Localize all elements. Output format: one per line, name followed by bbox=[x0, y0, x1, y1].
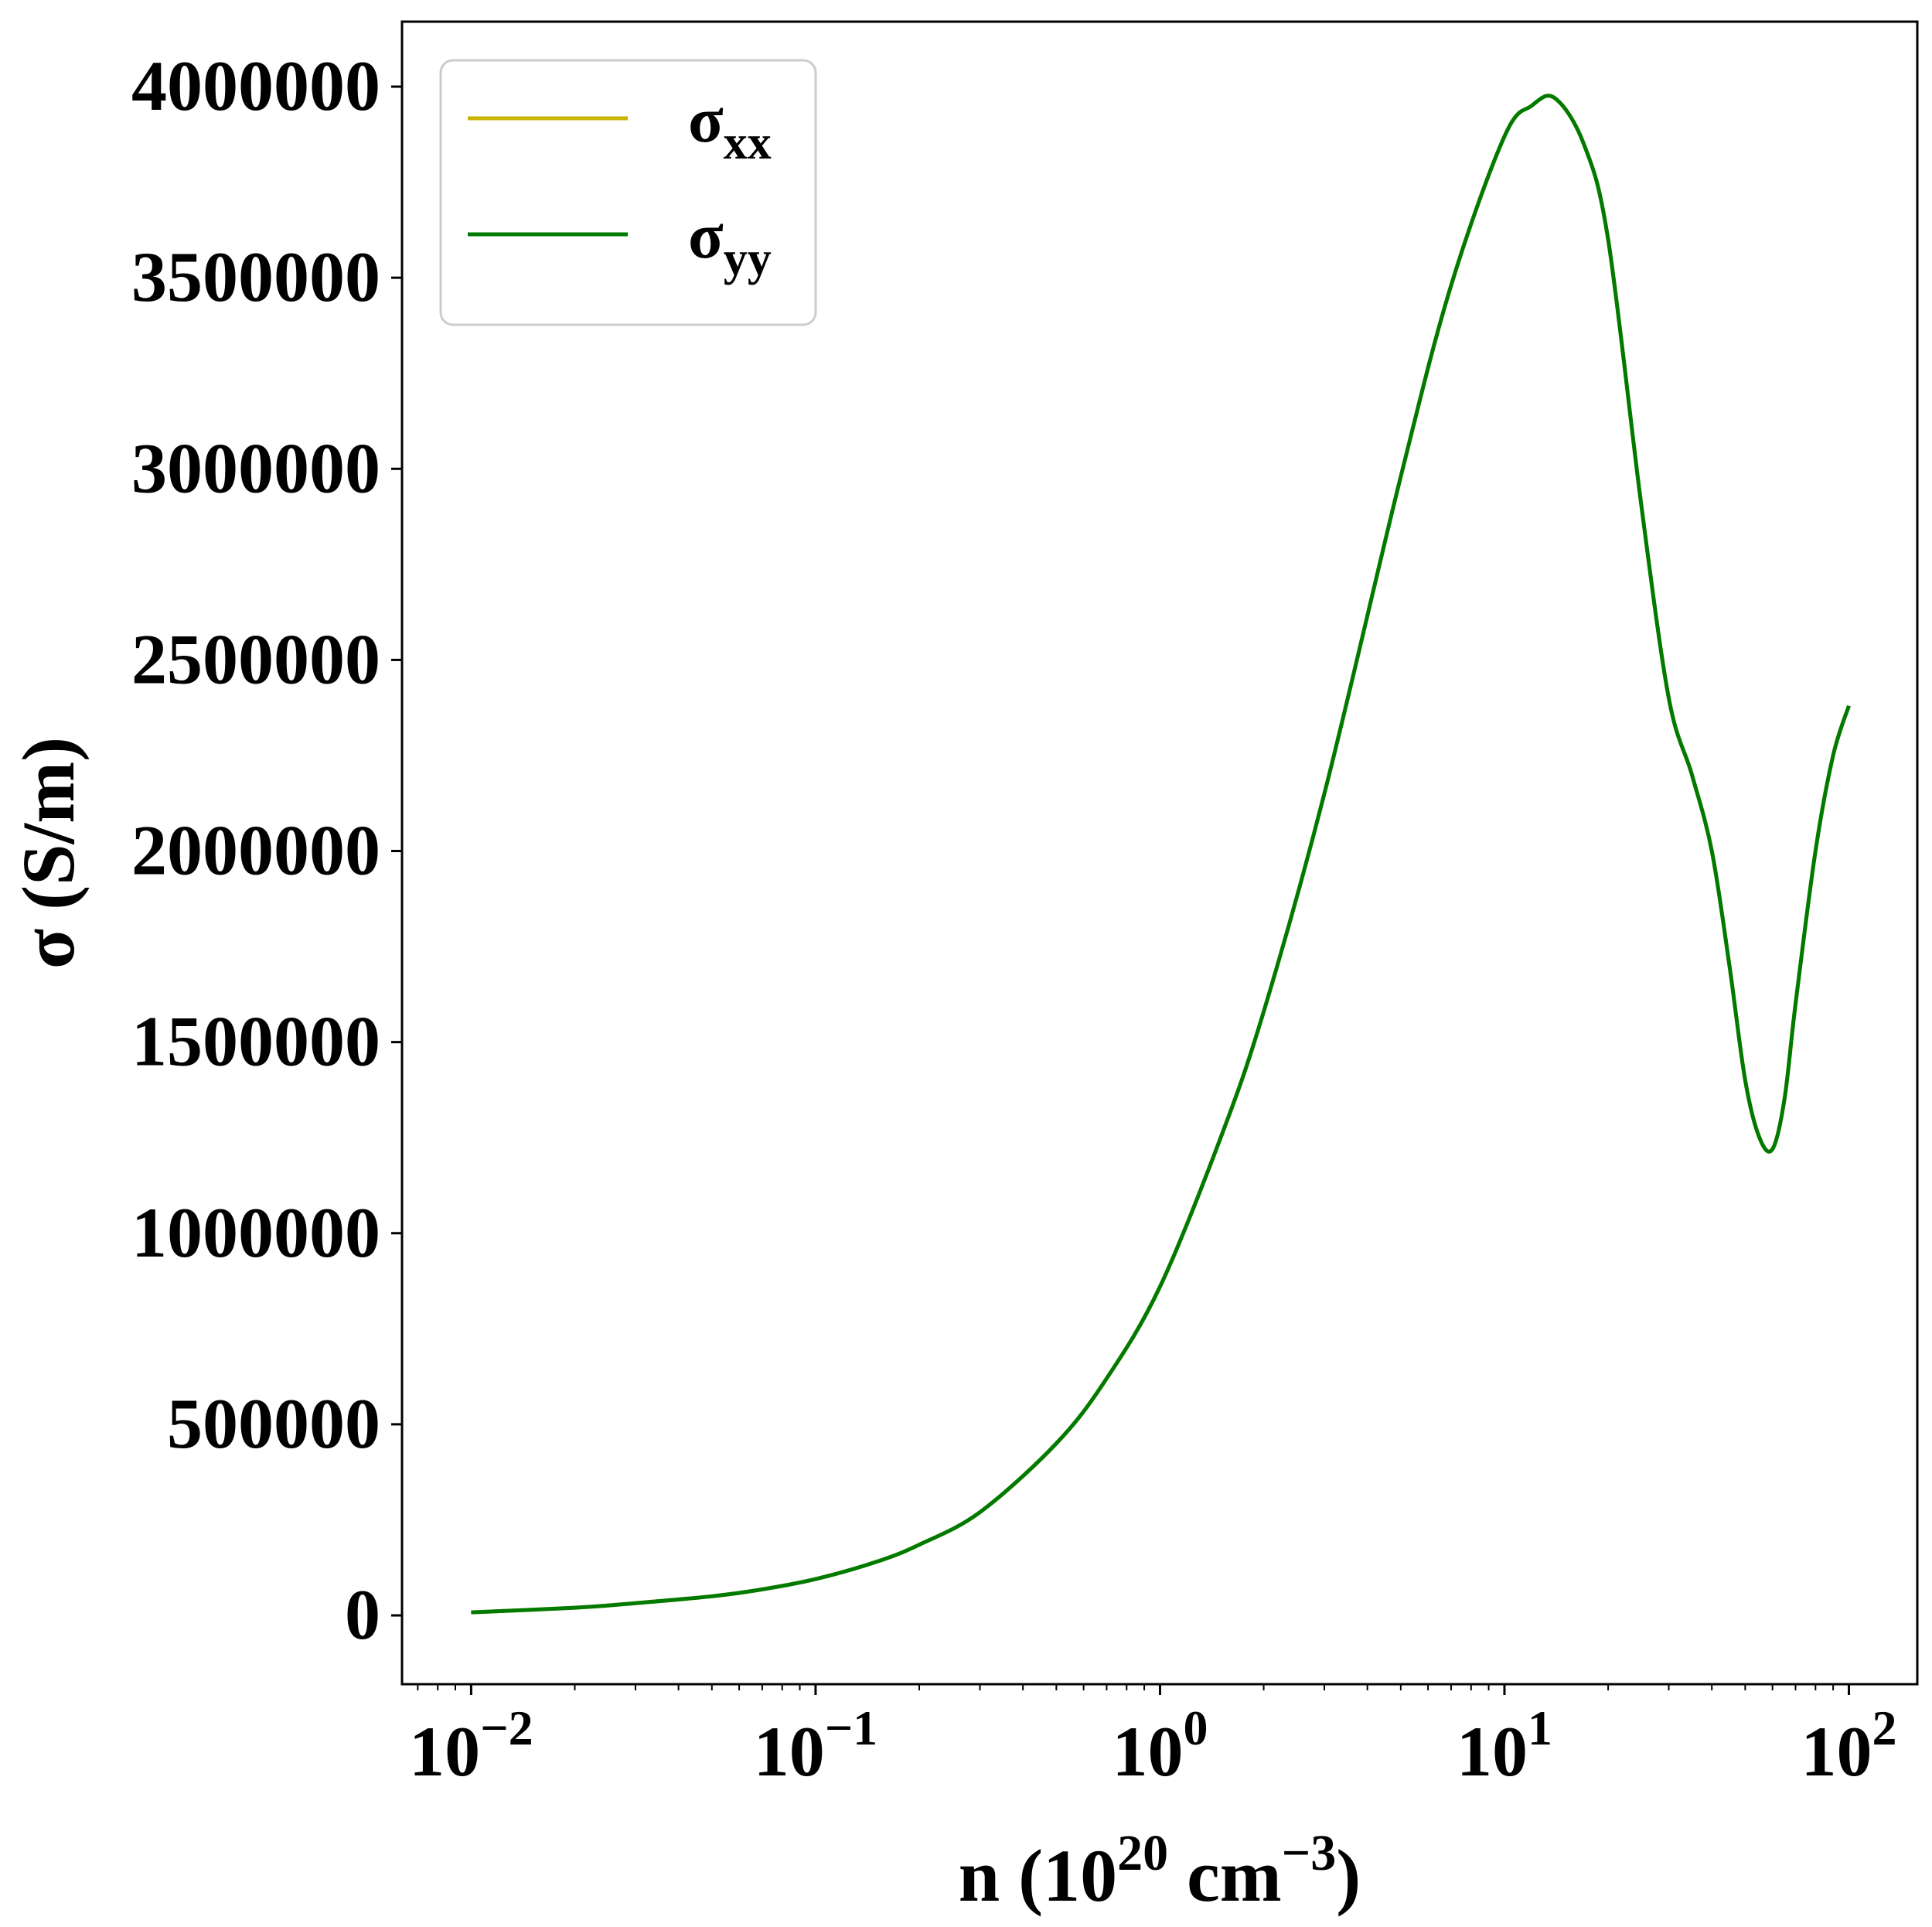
x-tick-label: 100 bbox=[1112, 1700, 1208, 1791]
legend-label-sigma-xx-sub: xx bbox=[724, 117, 772, 169]
y-tick-label: 0 bbox=[345, 1575, 380, 1654]
x-tick-label: 10−2 bbox=[409, 1700, 533, 1791]
series-lines bbox=[471, 94, 1851, 1615]
x-axis-title-sup2: −3 bbox=[1282, 1825, 1337, 1881]
x-tick-label: 101 bbox=[1457, 1700, 1552, 1791]
y-axis-ticks: 0 500000 1000000 1500000 2000000 2500000 30000… bbox=[131, 46, 402, 1654]
x-axis-title-mid: cm bbox=[1168, 1834, 1282, 1917]
y-tick-label: 4000000 bbox=[131, 46, 380, 125]
legend-label-sigma-xx-base: σ bbox=[688, 84, 724, 156]
y-tick-label: 2500000 bbox=[131, 619, 380, 698]
x-axis-title-sup1: 20 bbox=[1117, 1825, 1168, 1881]
y-axis-title: σ (S/m) bbox=[7, 737, 90, 969]
legend-frame bbox=[439, 59, 817, 326]
x-axis-title-end: ) bbox=[1336, 1834, 1361, 1917]
y-tick-label: 3500000 bbox=[131, 237, 380, 316]
legend-label-sigma-yy: σyy bbox=[688, 200, 772, 285]
x-tick-label: 10−1 bbox=[754, 1700, 877, 1791]
x-tick-label: 102 bbox=[1801, 1700, 1896, 1791]
x-axis-ticks: 10−2 10−1 100 101 102 bbox=[409, 1684, 1896, 1791]
legend-label-sigma-yy-base: σ bbox=[688, 200, 724, 272]
y-tick-label: 1500000 bbox=[131, 1002, 380, 1081]
legend-label-sigma-xx: σxx bbox=[688, 84, 772, 169]
x-axis-title-base: n (10 bbox=[959, 1834, 1117, 1917]
y-tick-label: 3000000 bbox=[131, 428, 380, 507]
y-tick-label: 500000 bbox=[167, 1384, 380, 1463]
y-tick-label: 1000000 bbox=[131, 1193, 380, 1272]
legend-label-sigma-yy-sub: yy bbox=[724, 233, 772, 285]
legend: σxx σyy bbox=[439, 59, 817, 326]
x-axis-title: n (1020 cm−3) bbox=[959, 1825, 1361, 1917]
y-tick-label: 2000000 bbox=[131, 811, 380, 890]
series-line-sigma-yy bbox=[471, 94, 1851, 1615]
